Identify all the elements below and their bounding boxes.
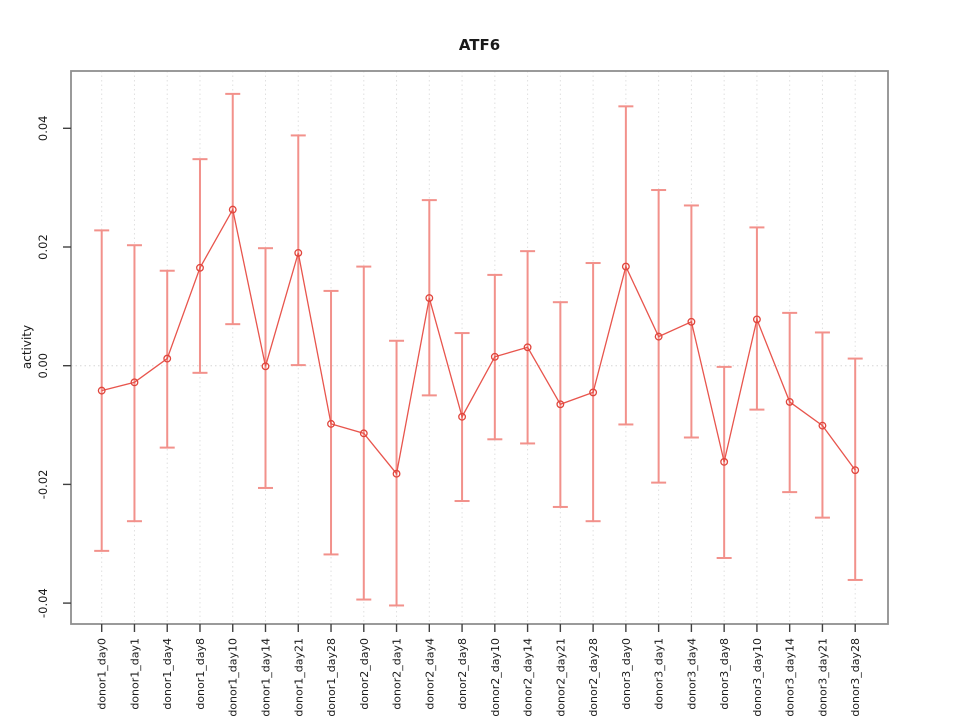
data-point [163,354,172,363]
x-tick-label: donor2_day8 [456,638,469,710]
x-tick-label: donor2_day28 [587,638,600,717]
x-tick-label: donor3_day14 [784,638,797,717]
axis-tick-labels: -0.04 -0.02 0.00 0.02 0.04 donor1_day0 donor1_… [36,115,862,716]
data-point [392,469,401,478]
x-tick-label: donor1_day8 [194,638,207,710]
data-point [196,263,204,272]
series-line [101,207,856,476]
error-bars [94,92,863,607]
x-tick-label: donor3_day28 [849,638,862,717]
data-point [130,378,139,387]
data-point [621,262,630,271]
data-point [654,332,663,341]
y-tick-label: 0.02 [36,234,50,260]
data-point [720,457,729,466]
chart-title: ATF6 [458,36,501,54]
data-point [359,429,368,438]
x-tick-label: donor1_day21 [292,638,305,717]
x-tick-label: donor1_day1 [128,638,141,710]
data-point [294,248,303,257]
x-tick-label: donor2_day14 [522,638,535,717]
x-tick-label: donor2_day21 [554,638,567,717]
y-tick-label: 0.00 [36,353,50,379]
gridlines [71,71,888,624]
x-tick-label: donor3_day21 [816,638,829,717]
data-point [327,419,335,428]
y-tick-label: -0.02 [36,470,50,500]
x-tick-label: donor2_day4 [423,638,436,710]
x-tick-label: donor1_day0 [96,638,109,710]
data-point [851,466,860,475]
x-tick-label: donor1_day4 [161,638,174,710]
x-tick-label: donor3_day1 [653,638,666,710]
data-point [785,397,794,406]
y-tick-label: -0.04 [36,588,50,618]
axis-ticks [63,127,856,632]
y-axis-title: activity [20,324,34,370]
data-points [97,205,860,478]
x-tick-label: donor1_day10 [227,638,240,717]
data-point [687,317,696,326]
x-tick-label: donor1_day14 [260,638,273,717]
x-tick-label: donor3_day4 [685,638,698,710]
x-tick-label: donor3_day10 [751,638,764,717]
x-tick-label: donor2_day0 [358,638,371,710]
data-point [458,412,467,421]
data-point [228,205,237,214]
data-point [490,352,499,361]
data-point [523,343,532,352]
data-point [97,386,106,395]
x-tick-label: donor1_day28 [325,638,338,717]
x-tick-label: donor3_day0 [620,638,633,710]
data-point [818,421,827,430]
data-point [425,294,434,302]
data-point [556,400,565,409]
data-point [752,315,761,324]
data-point [261,362,270,371]
y-tick-label: 0.04 [36,115,50,141]
plot-box [70,70,889,625]
x-tick-label: donor2_day1 [391,638,404,710]
x-tick-label: donor3_day8 [718,638,731,710]
data-point [589,388,598,397]
x-tick-label: donor2_day10 [489,638,502,717]
